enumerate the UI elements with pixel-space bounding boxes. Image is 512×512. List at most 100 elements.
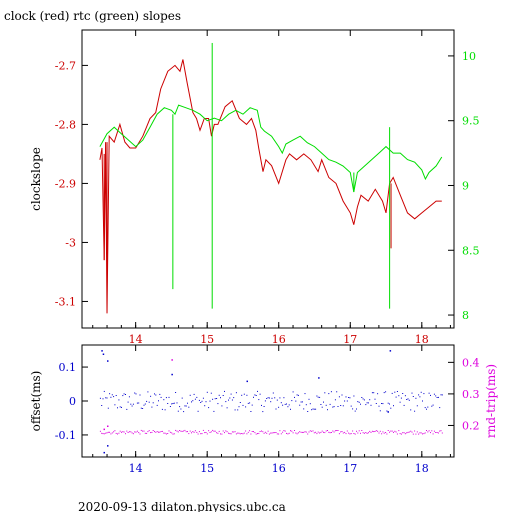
blue-point (263, 406, 265, 407)
blue-point (184, 405, 186, 407)
magenta-point (144, 432, 146, 434)
magenta-point (229, 433, 231, 435)
magenta-point (391, 430, 393, 432)
blue-point (262, 411, 264, 413)
blue-point (408, 399, 410, 401)
blue-point (290, 408, 291, 410)
blue-point (172, 403, 174, 404)
blue-point (430, 394, 431, 396)
magenta-point (389, 431, 390, 433)
blue-outlier-point (246, 380, 248, 383)
magenta-point (432, 433, 434, 435)
blue-point (127, 401, 129, 403)
blue-point (230, 393, 232, 395)
magenta-point (410, 430, 412, 432)
blue-point (286, 403, 287, 405)
offset-chart: 14 15 16 17 18 0.1 0 -0.1 0.4 0.3 0.2 offset(ms) rnd… (29, 344, 498, 475)
magenta-point (156, 431, 158, 433)
blue-point (344, 400, 346, 402)
blue-point (300, 401, 302, 403)
magenta-point (296, 433, 298, 435)
magenta-point (193, 431, 195, 433)
blue-point (167, 403, 169, 404)
magenta-point (164, 432, 166, 434)
magenta-point (348, 432, 350, 434)
magenta-point (216, 432, 218, 434)
magenta-point (206, 433, 208, 435)
magenta-point (383, 432, 385, 434)
magenta-point (118, 432, 120, 434)
x-tick-label: 16 (272, 333, 286, 346)
blue-point (296, 394, 298, 396)
magenta-point (106, 432, 108, 434)
blue-point (276, 399, 278, 401)
blue-point (379, 410, 381, 412)
magenta-point (231, 431, 233, 433)
magenta-point (234, 431, 236, 433)
magenta-point (288, 432, 290, 434)
blue-point (198, 399, 200, 401)
blue-point (399, 401, 401, 403)
magenta-point (332, 430, 334, 432)
magenta-point (327, 430, 328, 431)
magenta-point (430, 432, 431, 434)
magenta-point (131, 432, 133, 434)
blue-point (188, 406, 190, 408)
magenta-point (189, 430, 191, 432)
blue-point (218, 394, 220, 396)
blue-outlier-point (387, 411, 389, 413)
plot-frame (81, 344, 455, 458)
y2-tick-label: 9 (462, 179, 469, 192)
magenta-point (188, 433, 190, 435)
chart-title: clock (red) rtc (green) slopes (4, 9, 181, 23)
magenta-point (163, 432, 165, 434)
magenta-point (262, 431, 264, 433)
blue-point (173, 402, 175, 404)
y-tick-label: -2.8 (55, 118, 76, 131)
magenta-point (202, 429, 204, 431)
blue-point (163, 399, 165, 401)
blue-point (239, 402, 241, 403)
blue-point (119, 406, 121, 408)
blue-point (363, 399, 365, 401)
blue-point (139, 394, 141, 396)
magenta-point (176, 430, 178, 432)
blue-point (341, 394, 343, 396)
magenta-point (114, 430, 116, 432)
blue-point (439, 407, 441, 409)
y2-tick-label: 0.2 (462, 419, 480, 432)
blue-point (271, 397, 273, 399)
blue-point (321, 406, 323, 408)
magenta-point (419, 432, 421, 434)
magenta-point (266, 432, 268, 434)
blue-point (152, 402, 154, 404)
magenta-point (172, 433, 174, 435)
magenta-point (171, 432, 173, 434)
magenta-point (107, 431, 109, 433)
magenta-point (295, 432, 297, 434)
magenta-point (439, 430, 441, 432)
magenta-point (280, 433, 282, 435)
magenta-point (105, 432, 107, 434)
magenta-point (305, 431, 307, 433)
blue-point (187, 402, 188, 404)
magenta-point (394, 430, 396, 432)
magenta-point (238, 432, 240, 434)
magenta-point (243, 432, 245, 434)
magenta-point (258, 432, 260, 434)
y-tick-label: -3 (65, 236, 76, 249)
blue-outlier-point (107, 360, 109, 362)
magenta-point (367, 432, 369, 434)
magenta-point (123, 431, 125, 433)
magenta-point (341, 431, 343, 432)
blue-point (185, 405, 187, 407)
y-axis-label: clockslope (29, 147, 43, 211)
magenta-point (257, 433, 258, 435)
magenta-point (399, 433, 401, 435)
blue-point (280, 402, 282, 404)
blue-point (309, 403, 311, 405)
blue-point (231, 399, 233, 401)
blue-point (304, 393, 306, 395)
magenta-point (268, 433, 270, 435)
magenta-point (396, 433, 398, 435)
